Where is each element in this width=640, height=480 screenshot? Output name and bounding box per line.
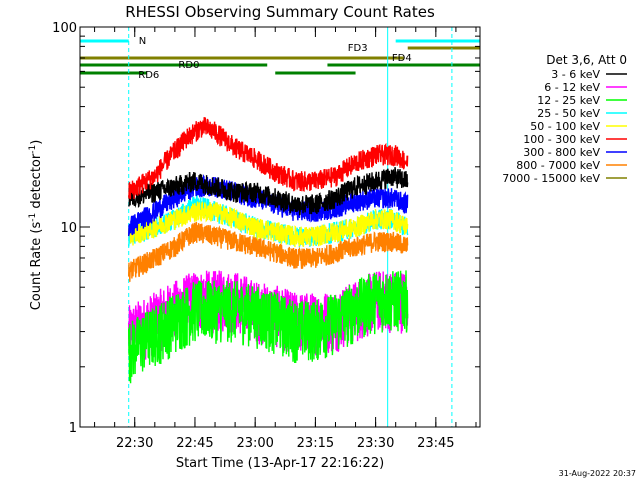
x-tick-label: 23:00 — [236, 436, 273, 451]
x-tick-label: 22:30 — [116, 436, 153, 451]
legend-entry-label: 3 - 6 keV — [551, 68, 600, 81]
y-axis-label: Count Rate (s-1 detector-1) — [28, 140, 44, 311]
legend-entry-label: 6 - 12 keV — [544, 81, 600, 94]
y-axis-label-main: Count Rate (s — [29, 222, 44, 311]
legend-entry-label: 12 - 25 keV — [537, 94, 600, 107]
series-line — [128, 201, 409, 248]
series-line — [128, 270, 409, 384]
y-axis-label-end: ) — [29, 140, 44, 145]
chart-title: RHESSI Observing Summary Count Rates — [125, 3, 435, 21]
flag-label: FD3 — [348, 43, 368, 54]
legend-entry-label: 300 - 800 keV — [523, 146, 600, 159]
x-tick-label: 23:15 — [297, 436, 334, 451]
axes: 1 10 100 22:30 22:45 23:00 23:15 23:30 23:45 — [52, 21, 481, 451]
series-line — [128, 167, 409, 216]
series-line — [128, 117, 409, 200]
y-axis-label-sup2: -1 — [28, 145, 38, 154]
y-axis-label-sup1: -1 — [28, 213, 38, 222]
legend-entry-label: 25 - 50 keV — [537, 107, 600, 120]
x-tick-label: 22:45 — [176, 436, 213, 451]
flag-label: FD4 — [392, 53, 412, 64]
flag-label: RD0 — [178, 60, 199, 71]
y-tick-label: 100 — [52, 21, 77, 36]
flag-label: N — [139, 36, 146, 47]
series-line — [128, 221, 409, 282]
legend-entry-label: 100 - 300 keV — [523, 133, 600, 146]
legend-entry-label: 800 - 7000 keV — [516, 159, 600, 172]
y-tick-label: 10 — [60, 221, 77, 236]
legend-header: Det 3,6, Att 0 — [546, 53, 627, 67]
flag-label: RD6 — [138, 70, 159, 81]
y-axis-label-mid: detector — [29, 153, 44, 213]
x-tick-label: 23:45 — [417, 436, 454, 451]
y-tick-label: 1 — [69, 421, 77, 436]
legend-entry-label: 50 - 100 keV — [530, 120, 600, 133]
svg-text:Count Rate (s-1 detector-1): Count Rate (s-1 detector-1) — [28, 140, 44, 311]
legend-entry-label: 7000 - 15000 keV — [502, 172, 600, 185]
series-layer — [128, 117, 409, 384]
x-tick-label: 23:30 — [357, 436, 394, 451]
x-axis-label: Start Time (13-Apr-17 22:16:22) — [176, 456, 384, 471]
date-stamp: 31-Aug-2022 20:37 — [559, 469, 636, 478]
flag-bars: N FD3 FD4 RD0 RD6 — [80, 36, 480, 81]
